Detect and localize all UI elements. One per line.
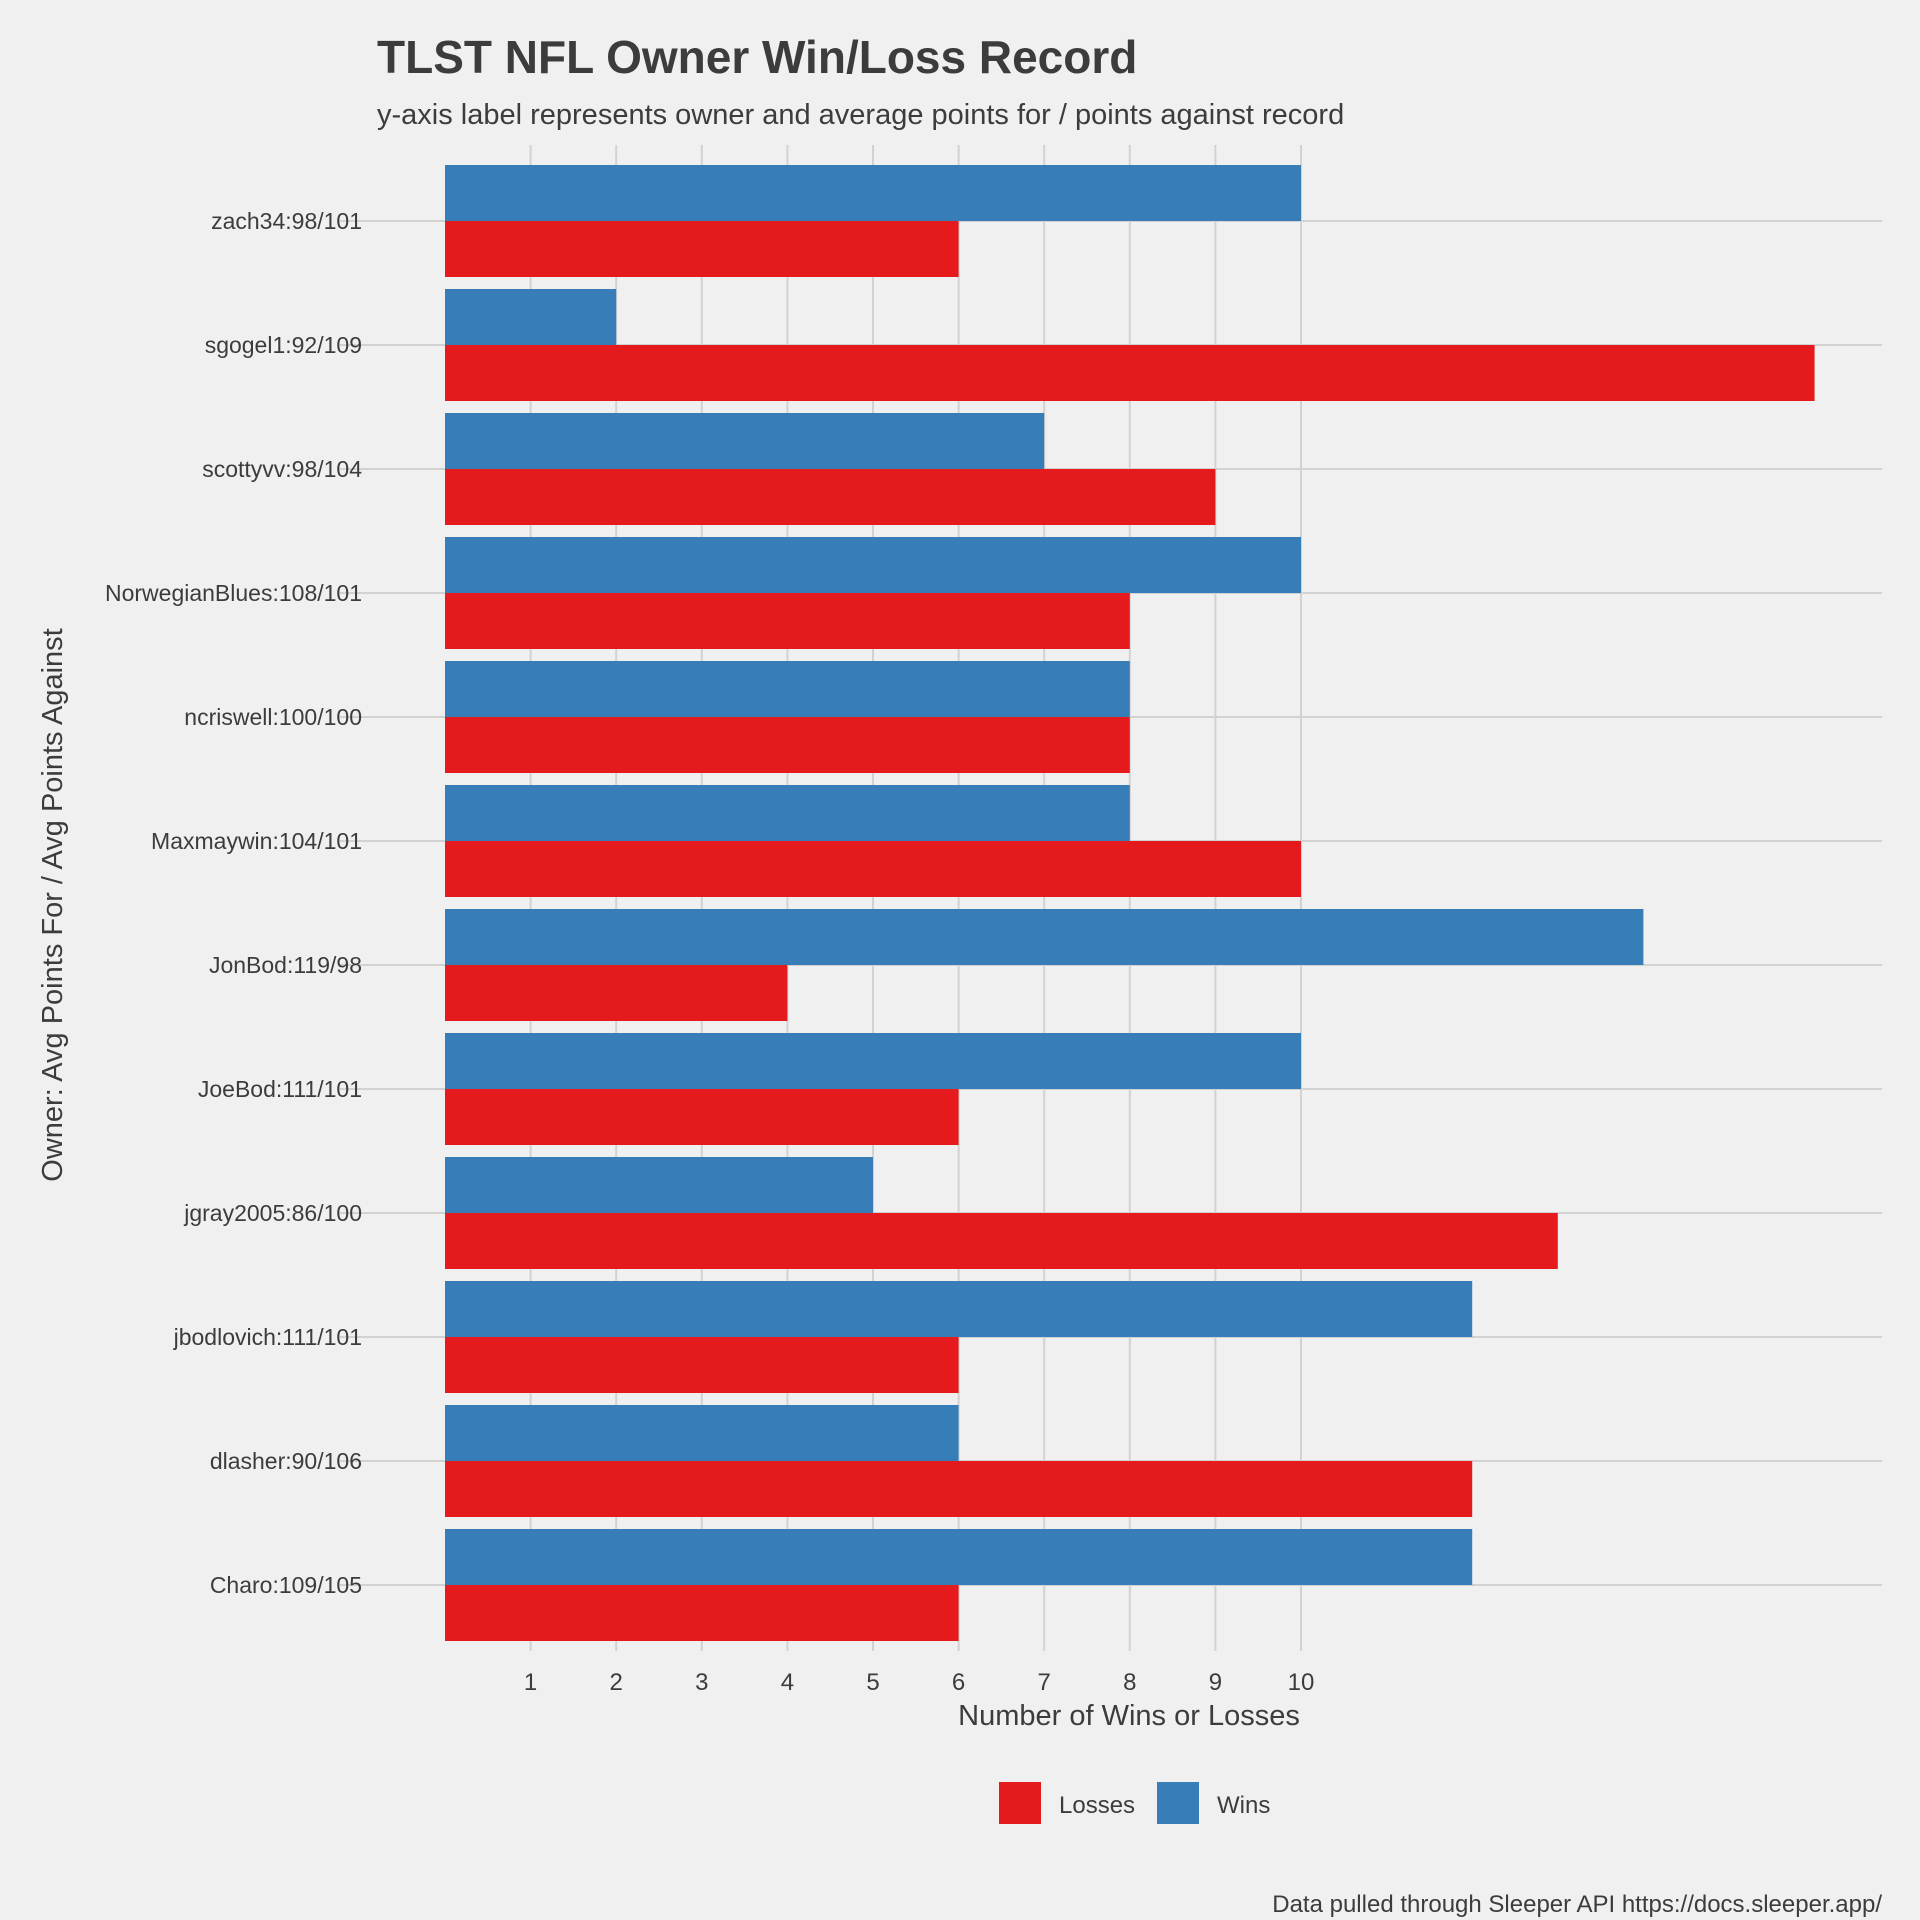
x-tick-label: 5 <box>866 1669 879 1696</box>
bar-losses <box>445 1213 1558 1269</box>
y-tick-label: jbodlovich:111/101 <box>173 1324 362 1350</box>
bar-wins <box>445 165 1301 221</box>
legend-label-losses: Losses <box>1059 1792 1135 1819</box>
y-tick-label: ncriswell:100/100 <box>184 704 362 730</box>
bar-losses <box>445 717 1130 773</box>
x-tick-label: 2 <box>610 1669 623 1696</box>
x-tick-label: 8 <box>1123 1669 1136 1696</box>
legend-swatch-losses <box>999 1782 1041 1824</box>
y-tick-label: JoeBod:111/101 <box>198 1076 362 1102</box>
bar-losses <box>445 1337 959 1393</box>
x-tick-label: 10 <box>1288 1669 1315 1696</box>
chart-subtitle: y-axis label represents owner and averag… <box>377 99 1344 131</box>
y-tick-label: Charo:109/105 <box>210 1572 362 1598</box>
bar-wins <box>445 1033 1301 1089</box>
x-tick-label: 6 <box>952 1669 965 1696</box>
x-tick-label: 1 <box>524 1669 537 1696</box>
bar-wins <box>445 1529 1473 1585</box>
bar-wins <box>445 909 1644 965</box>
bar-wins <box>445 413 1045 469</box>
y-axis-label: Owner: Avg Points For / Avg Points Again… <box>37 628 69 1181</box>
bar-losses <box>445 1461 1473 1517</box>
bar-losses <box>445 1585 959 1641</box>
y-tick-label: jgray2005:86/100 <box>183 1200 362 1226</box>
y-tick-label: NorwegianBlues:108/101 <box>105 580 362 606</box>
bar-losses <box>445 1089 959 1145</box>
x-axis-label: Number of Wins or Losses <box>958 1700 1300 1732</box>
bar-wins <box>445 661 1130 717</box>
y-tick-label: zach34:98/101 <box>211 208 362 234</box>
bar-layer <box>445 165 1815 1641</box>
legend-swatch-wins <box>1157 1782 1199 1824</box>
caption: Data pulled through Sleeper API https://… <box>1272 1891 1882 1918</box>
x-axis: 1 2 3 4 5 6 7 8 9 10 <box>524 1669 1314 1696</box>
x-tick-label: 7 <box>1038 1669 1051 1696</box>
bar-wins <box>445 1281 1473 1337</box>
bar-wins <box>445 1157 873 1213</box>
legend: Losses Wins <box>999 1782 1270 1824</box>
legend-label-wins: Wins <box>1217 1792 1270 1819</box>
y-tick-label: Maxmaywin:104/101 <box>151 828 362 854</box>
y-tick-label: dlasher:90/106 <box>210 1448 362 1474</box>
y-tick-label: JonBod:119/98 <box>209 952 362 978</box>
y-axis: zach34:98/101 sgogel1:92/109 scottyvv:98/1… <box>105 208 362 1598</box>
y-tick-label: sgogel1:92/109 <box>205 332 362 358</box>
bar-wins <box>445 785 1130 841</box>
bar-losses <box>445 841 1301 897</box>
chart-title: TLST NFL Owner Win/Loss Record <box>377 31 1137 83</box>
bar-wins <box>445 289 617 345</box>
bar-losses <box>445 593 1130 649</box>
bar-losses <box>445 965 788 1021</box>
bar-wins <box>445 1405 959 1461</box>
bar-losses <box>445 469 1216 525</box>
x-tick-label: 4 <box>781 1669 794 1696</box>
x-tick-label: 3 <box>695 1669 708 1696</box>
y-tick-label: scottyvv:98/104 <box>202 456 362 482</box>
x-tick-label: 9 <box>1209 1669 1222 1696</box>
bar-losses <box>445 345 1815 401</box>
bar-losses <box>445 221 959 277</box>
bar-wins <box>445 537 1301 593</box>
